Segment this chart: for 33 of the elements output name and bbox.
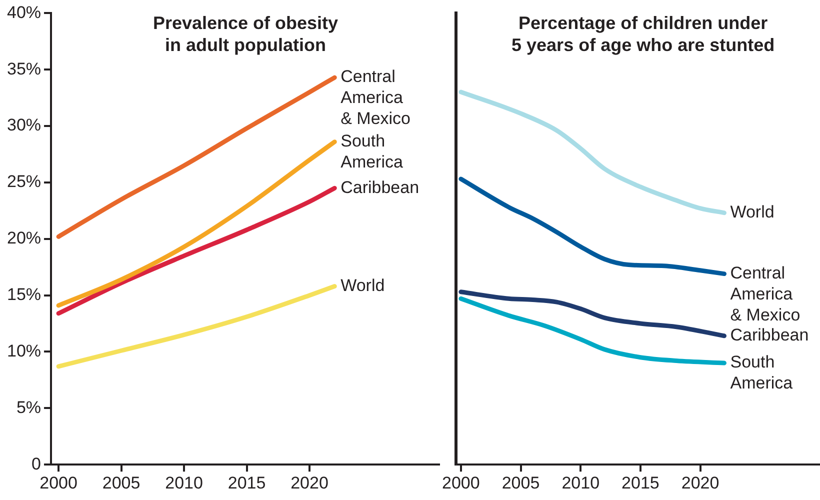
y-tick-label: 0	[32, 454, 42, 474]
x-tick-label: 2020	[681, 473, 720, 492]
series-label: South America	[340, 132, 404, 172]
y-tick-label: 25%	[6, 172, 42, 192]
y-tick-label: 15%	[6, 285, 42, 304]
x-tick-label: 2000	[442, 473, 480, 492]
x-tick-label: 2020	[290, 473, 328, 492]
x-tick-label: 2000	[40, 473, 78, 492]
y-tick-label: 30%	[6, 116, 42, 135]
y-tick-label: 35%	[6, 59, 42, 78]
line-series	[56, 186, 337, 316]
x-tick-label: 2005	[102, 473, 140, 492]
x-tick-label: 2005	[502, 473, 540, 492]
series-label: World	[340, 276, 385, 295]
series-label: World	[730, 202, 774, 222]
y-tick-label: 5%	[16, 398, 42, 417]
x-tick-label: 2010	[165, 473, 203, 492]
x-tick-label: 2015	[228, 473, 266, 492]
y-tick-label: 40%	[6, 2, 42, 22]
series-label: Central America & Mexico	[730, 263, 800, 324]
series-label: Central America & Mexico	[340, 67, 411, 128]
line-series	[56, 284, 337, 369]
series-label: South America	[730, 352, 794, 393]
y-tick-label: 10%	[6, 341, 42, 360]
line-series	[56, 75, 337, 239]
series-label: Caribbean	[730, 326, 809, 345]
x-tick-label: 2010	[562, 473, 600, 492]
text: Prevalence of obesity in adult population	[152, 13, 338, 56]
text: Percentage of children under 5 years of age who are stunted	[512, 12, 775, 55]
series-label: Caribbean	[340, 178, 420, 197]
y-tick-label: 20%	[6, 228, 42, 248]
line-series	[56, 140, 337, 308]
x-tick-label: 2015	[622, 473, 660, 492]
